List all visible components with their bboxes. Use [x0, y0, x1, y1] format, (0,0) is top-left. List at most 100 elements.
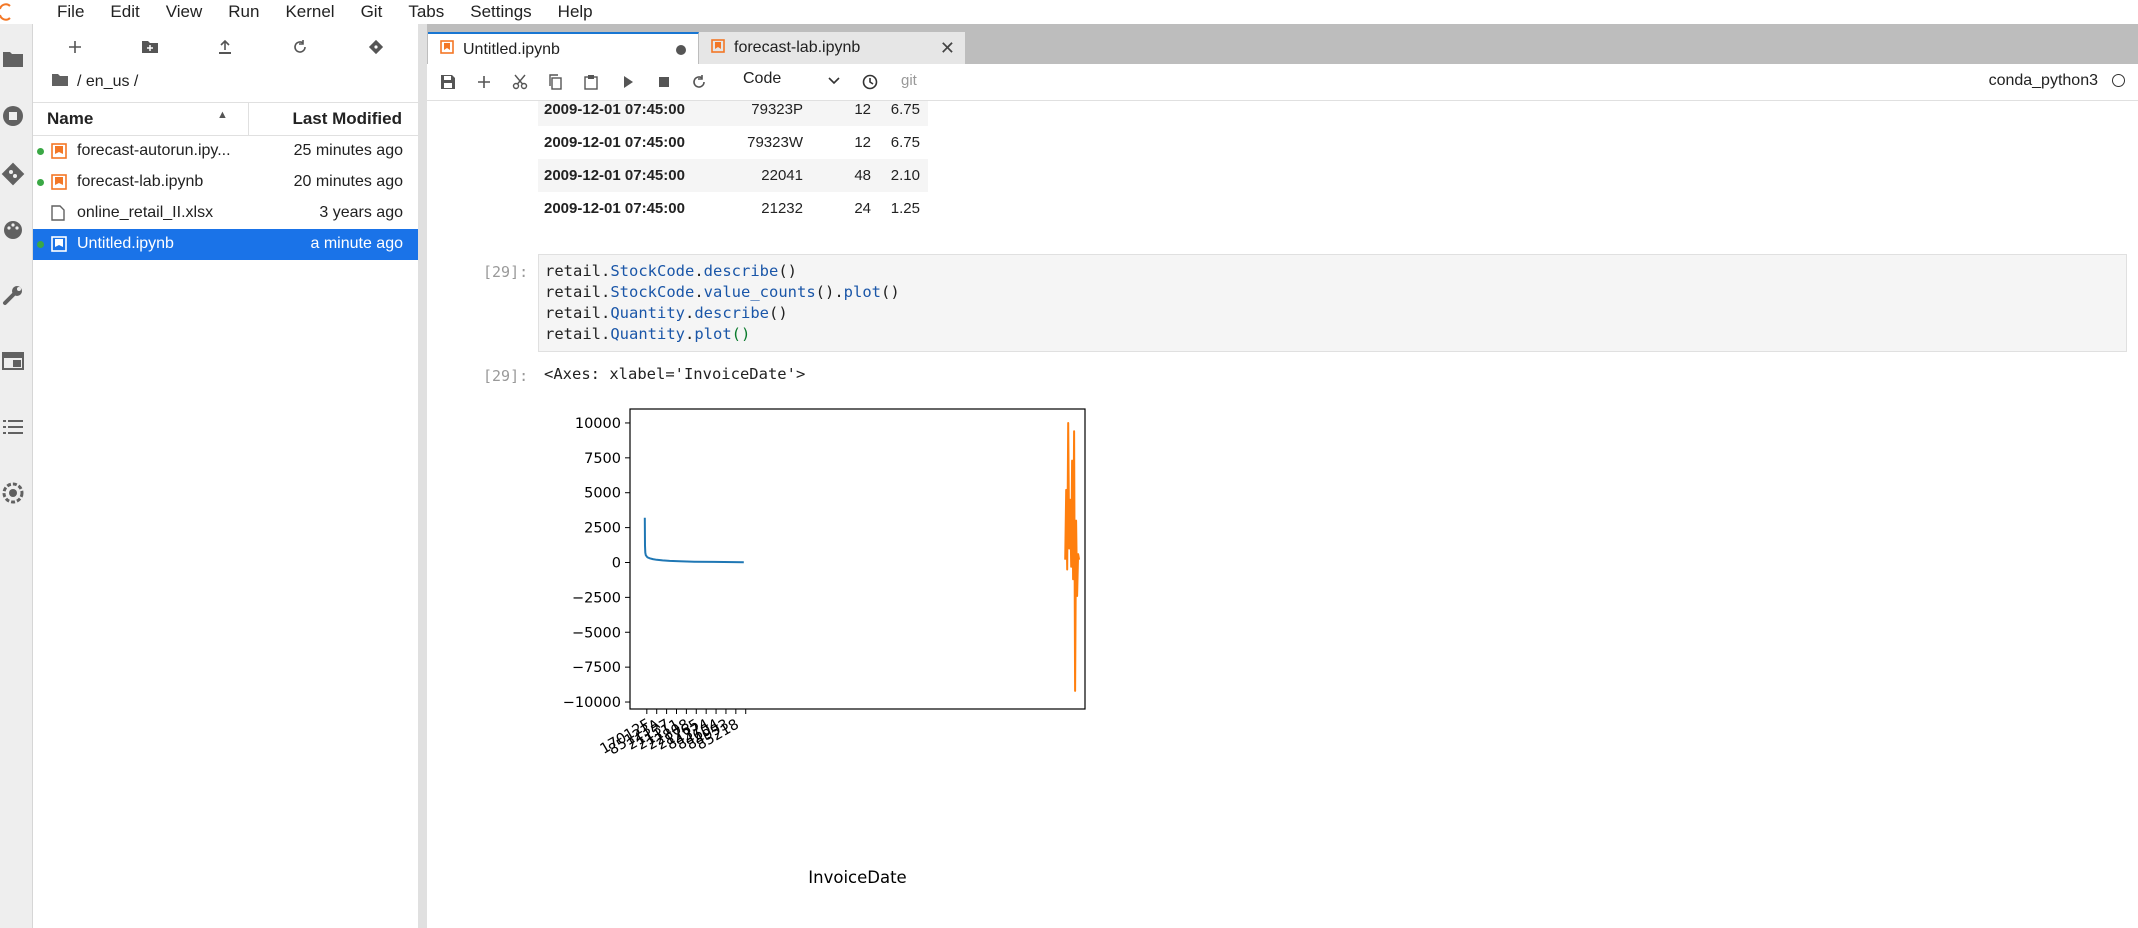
palette-icon[interactable]: [0, 217, 26, 243]
extension-icon[interactable]: [0, 480, 26, 506]
close-icon[interactable]: ✕: [939, 37, 955, 58]
menu-kernel[interactable]: Kernel: [285, 2, 335, 21]
row-index: 2009-12-01 07:45:00: [538, 101, 718, 126]
code-line: retail.Quantity.plot(): [539, 324, 2126, 345]
file-modified: 20 minutes ago: [293, 173, 403, 190]
code-line: retail.Quantity.describe(): [539, 303, 2126, 324]
wrench-icon[interactable]: [0, 282, 26, 308]
running-indicator-icon: [37, 179, 44, 186]
folder-icon[interactable]: [0, 46, 26, 72]
tab-forecast-lab[interactable]: forecast-lab.ipynb ✕: [699, 32, 966, 64]
file-row[interactable]: forecast-lab.ipynb 20 minutes ago: [33, 167, 418, 198]
menu-help[interactable]: Help: [557, 2, 593, 21]
notebook-content: 2009-12-01 07:45:00 79323P 12 6.75 2009-12-0…: [427, 101, 2138, 928]
code-token: .: [684, 304, 695, 322]
menu-git[interactable]: Git: [360, 2, 383, 21]
notebook-icon: [440, 40, 454, 59]
new-folder-button[interactable]: [137, 34, 163, 60]
code-cell-editor[interactable]: retail.StockCode.describe() retail.StockC…: [538, 254, 2127, 352]
output-text: <Axes: xlabel='InvoiceDate'>: [544, 365, 806, 383]
notebook-icon: [711, 38, 725, 58]
git-label[interactable]: git: [901, 72, 917, 89]
notebook-icon: [51, 143, 67, 159]
code-token: value_counts: [703, 283, 816, 301]
code-token: .: [684, 325, 695, 343]
file-row[interactable]: online_retail_II.xlsx 3 years ago: [33, 198, 418, 229]
name-column-header[interactable]: Name: [47, 109, 94, 128]
running-indicator-icon: [37, 241, 44, 248]
insert-cell-button[interactable]: [473, 71, 495, 93]
git-clone-button[interactable]: [363, 34, 389, 60]
interrupt-button[interactable]: [653, 71, 675, 93]
quantity-cell: 48: [811, 159, 879, 192]
file-row[interactable]: forecast-autorun.ipy... 25 minutes ago: [33, 136, 418, 167]
toc-icon[interactable]: [0, 414, 26, 440]
stock-code-cell: 79323P: [718, 101, 811, 126]
series-line-0: [643, 517, 744, 564]
stock-code-cell: 22041: [718, 159, 811, 192]
cell-type-value: Code: [743, 70, 782, 87]
save-button[interactable]: [437, 71, 459, 93]
x-axis-label: InvoiceDate: [808, 868, 906, 887]
git-icon[interactable]: [0, 161, 26, 187]
y-tick-label: 10000: [575, 416, 621, 432]
kernel-name[interactable]: conda_python3: [1988, 72, 2098, 89]
clock-icon[interactable]: [859, 71, 881, 93]
new-launcher-button[interactable]: [62, 34, 88, 60]
code-token: retail.: [545, 283, 611, 301]
code-token: retail.: [545, 325, 611, 343]
upload-button[interactable]: [212, 34, 238, 60]
run-button[interactable]: [617, 71, 639, 93]
table-row: 2009-12-01 07:45:00 79323W 12 6.75: [538, 126, 928, 159]
jupyter-logo-icon: [0, 3, 12, 21]
code-token: describe: [703, 262, 779, 280]
code-token: (): [731, 325, 751, 343]
file-name: forecast-autorun.ipy...: [77, 142, 231, 159]
menu-view[interactable]: View: [165, 2, 203, 21]
code-token: .: [694, 262, 704, 280]
menu-settings[interactable]: Settings: [470, 2, 532, 21]
running-icon[interactable]: [0, 103, 26, 129]
menu-edit[interactable]: Edit: [110, 2, 140, 21]
file-row[interactable]: Untitled.ipynb a minute ago: [33, 229, 418, 260]
menu-file[interactable]: File: [57, 2, 85, 21]
y-tick-label: 0: [612, 555, 621, 571]
y-tick-label: −2500: [572, 590, 621, 606]
cut-button[interactable]: [509, 71, 531, 93]
code-token: (): [768, 304, 788, 322]
breadcrumb-path[interactable]: / en_us /: [77, 73, 139, 90]
copy-button[interactable]: [544, 71, 566, 93]
stock-code-cell: 79323W: [747, 134, 803, 151]
kernel-idle-icon: [2112, 74, 2125, 87]
menu-tabs[interactable]: Tabs: [408, 2, 445, 21]
tabs-icon[interactable]: [0, 348, 26, 374]
row-index: 2009-12-01 07:45:00: [544, 134, 685, 151]
tab-untitled[interactable]: Untitled.ipynb: [428, 32, 699, 65]
chevron-down-icon: [827, 74, 841, 93]
activity-bar: [0, 24, 33, 928]
code-token: .: [694, 283, 704, 301]
file-list-header: Name ▲ Last Modified: [33, 102, 418, 136]
menu-run[interactable]: Run: [228, 2, 260, 21]
y-tick-label: 7500: [584, 451, 621, 467]
column-divider[interactable]: [248, 103, 249, 135]
file-browser-toolbar: [33, 24, 418, 70]
code-token: plot: [694, 325, 732, 343]
code-token: StockCode: [610, 283, 695, 301]
paste-button[interactable]: [580, 71, 602, 93]
panel-resize-handle[interactable]: [418, 24, 427, 928]
last-modified-column-header[interactable]: Last Modified: [292, 109, 402, 128]
tab-label: forecast-lab.ipynb: [734, 39, 861, 56]
code-token: describe: [694, 304, 769, 322]
y-tick-label: −10000: [563, 695, 621, 711]
code-token: StockCode: [610, 262, 695, 280]
unsaved-indicator-icon[interactable]: [676, 44, 686, 55]
table-row: 2009-12-01 07:45:00 79323P 12 6.75: [538, 101, 928, 126]
series-line-1: [1064, 422, 1081, 692]
folder-icon[interactable]: [51, 73, 69, 92]
menu-bar: File Edit View Run Kernel Git Tabs Settings Help: [0, 0, 2138, 24]
quantity-cell: 12: [854, 134, 871, 151]
restart-kernel-button[interactable]: [688, 71, 710, 93]
cell-type-dropdown[interactable]: Code: [743, 70, 843, 94]
refresh-button[interactable]: [287, 34, 313, 60]
